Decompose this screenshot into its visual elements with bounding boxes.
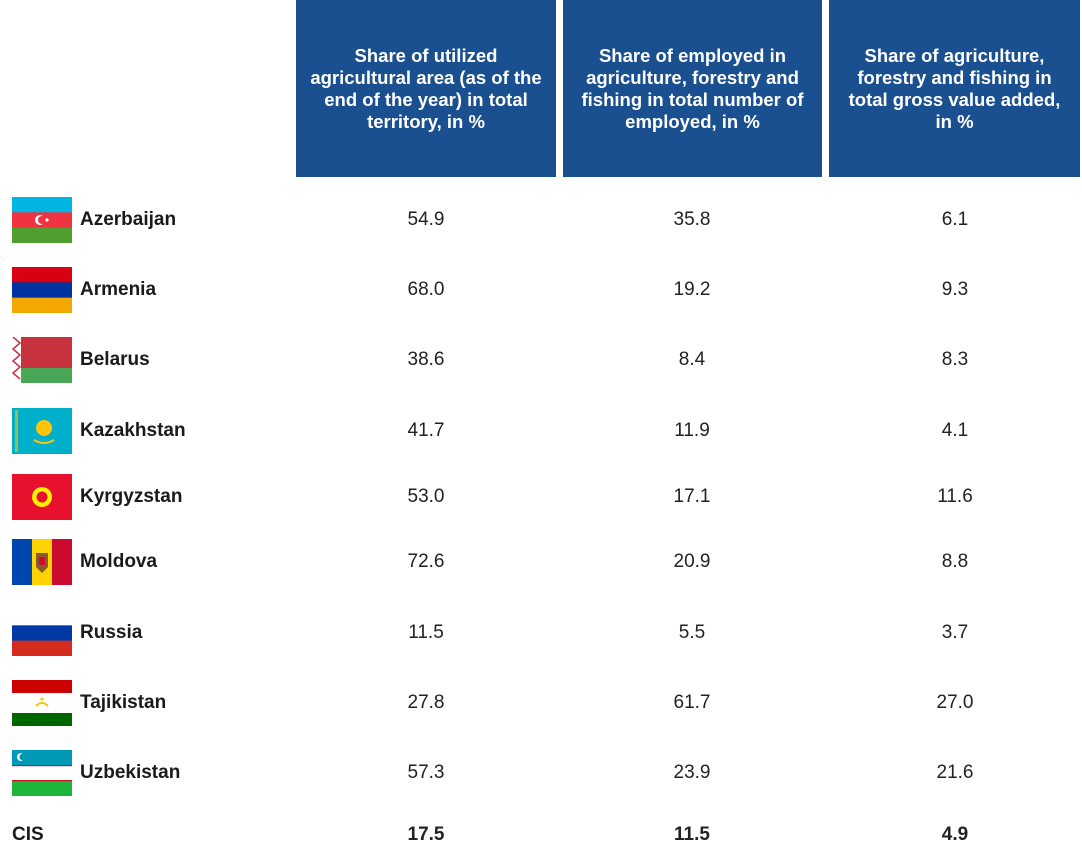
table-row: Kazakhstan 41.7 11.9 4.1 xyxy=(0,408,1082,454)
flag-icon xyxy=(12,197,72,243)
cell-value: 38.6 xyxy=(407,349,445,370)
cell-value: 17.1 xyxy=(673,486,711,507)
table-row: Armenia 68.0 19.2 9.3 xyxy=(0,267,1082,313)
flag-icon xyxy=(12,539,72,585)
flag-icon xyxy=(12,680,72,726)
cell-value: 27.0 xyxy=(936,692,974,713)
cell-value: 4.1 xyxy=(941,420,969,441)
cell-value: 54.9 xyxy=(407,209,445,230)
table-row: Uzbekistan 57.3 23.9 21.6 xyxy=(0,750,1082,796)
flag-icon xyxy=(12,610,72,656)
cell-value: 11.5 xyxy=(408,622,444,643)
table-row: Belarus 38.6 8.4 8.3 xyxy=(0,337,1082,383)
table-row: Tajikistan 27.8 61.7 27.0 xyxy=(0,680,1082,726)
cell-value: 4.9 xyxy=(941,824,969,845)
cell-value: 5.5 xyxy=(678,622,706,643)
country-name: Kazakhstan xyxy=(80,420,186,441)
country-name: Russia xyxy=(80,622,143,643)
country-name: Belarus xyxy=(80,349,150,370)
country-name: CIS xyxy=(12,824,44,845)
flag-icon xyxy=(12,408,72,454)
cell-value: 72.6 xyxy=(407,551,445,572)
flag-icon xyxy=(12,267,72,313)
cell-value: 17.5 xyxy=(407,824,445,845)
cell-value: 23.9 xyxy=(673,762,711,783)
table-row: Russia 11.5 5.5 3.7 xyxy=(0,610,1082,656)
cell-value: 3.7 xyxy=(941,622,969,643)
cell-value: 6.1 xyxy=(941,209,969,230)
cell-value: 9.3 xyxy=(941,279,969,300)
flag-icon xyxy=(12,474,72,520)
table-row: Azerbaijan 54.9 35.8 6.1 xyxy=(0,197,1082,243)
cell-value: 21.6 xyxy=(936,762,974,783)
cell-value: 11.6 xyxy=(937,486,973,507)
table-row: Kyrgyzstan 53.0 17.1 11.6 xyxy=(0,474,1082,520)
table-row: Moldova 72.6 20.9 8.8 xyxy=(0,539,1082,585)
table-row: CIS 17.5 11.5 4.9 xyxy=(0,812,1082,858)
cell-value: 41.7 xyxy=(407,420,445,441)
cell-value: 11.9 xyxy=(674,420,710,441)
country-name: Uzbekistan xyxy=(80,762,181,783)
cell-value: 8.8 xyxy=(941,551,969,572)
column-header: Share of employed in agriculture, forest… xyxy=(563,0,822,177)
flag-icon xyxy=(12,750,72,796)
column-header: Share of agriculture, forestry and fishi… xyxy=(829,0,1080,177)
country-name: Azerbaijan xyxy=(80,209,177,230)
cell-value: 61.7 xyxy=(673,692,711,713)
cell-value: 20.9 xyxy=(673,551,711,572)
cell-value: 27.8 xyxy=(407,692,445,713)
cell-value: 35.8 xyxy=(673,209,711,230)
cell-value: 68.0 xyxy=(407,279,445,300)
flag-icon xyxy=(12,337,72,383)
country-name: Kyrgyzstan xyxy=(80,486,183,507)
column-header: Share of utilized agricultural area (as … xyxy=(296,0,556,177)
cell-value: 8.3 xyxy=(941,349,969,370)
cell-value: 57.3 xyxy=(407,762,445,783)
country-name: Armenia xyxy=(80,279,157,300)
cell-value: 19.2 xyxy=(673,279,711,300)
country-name: Moldova xyxy=(80,551,158,572)
cell-value: 11.5 xyxy=(674,824,710,845)
cell-value: 53.0 xyxy=(407,486,445,507)
country-name: Tajikistan xyxy=(80,692,167,713)
cell-value: 8.4 xyxy=(678,349,706,370)
